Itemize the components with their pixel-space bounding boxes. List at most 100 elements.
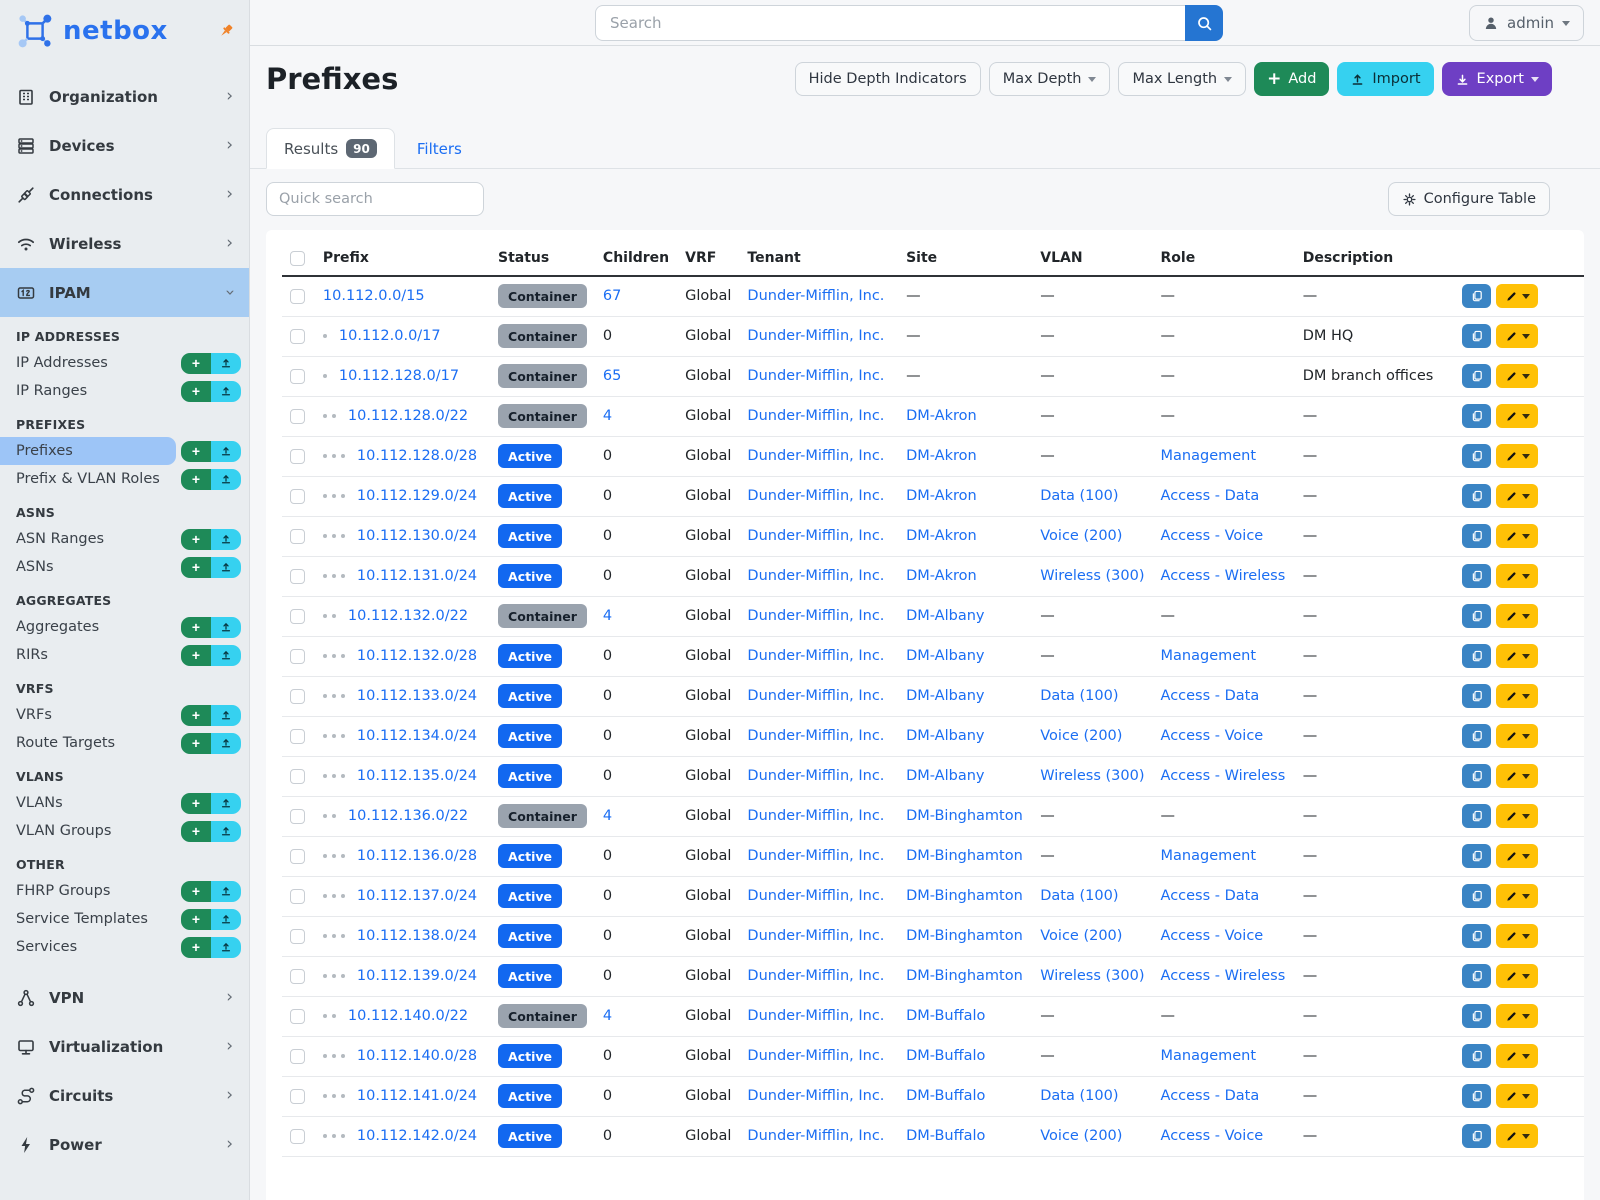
sidebar-item-devices[interactable]: Devices › [0, 121, 249, 170]
select-all-checkbox[interactable] [290, 250, 305, 266]
role-link[interactable]: Access - Voice [1160, 928, 1264, 944]
tenant-link[interactable]: Dunder-Mifflin, Inc. [747, 528, 885, 544]
prefix-link[interactable]: 10.112.135.0/24 [356, 768, 478, 784]
tab-filters[interactable]: Filters [416, 140, 462, 158]
children-link[interactable]: 4 [602, 408, 613, 424]
sidebar-link-asn-ranges[interactable]: ASN Ranges [16, 531, 105, 547]
edit-button[interactable] [1496, 844, 1538, 868]
clone-button[interactable] [1462, 364, 1491, 388]
row-checkbox[interactable] [290, 288, 305, 304]
row-checkbox[interactable] [290, 528, 305, 544]
max-length-dropdown[interactable]: Max Length [1118, 62, 1247, 96]
prefix-link[interactable]: 10.112.130.0/24 [356, 528, 478, 544]
import-button[interactable]: Import [1337, 62, 1434, 96]
clone-button[interactable] [1462, 844, 1491, 868]
vlan-link[interactable]: Data (100) [1040, 488, 1119, 504]
row-checkbox[interactable] [290, 328, 305, 344]
role-link[interactable]: Management [1160, 448, 1257, 464]
vlan-link[interactable]: Voice (200) [1040, 1128, 1123, 1144]
site-link[interactable]: DM-Akron [906, 408, 977, 424]
tenant-link[interactable]: Dunder-Mifflin, Inc. [747, 408, 885, 424]
prefix-link[interactable]: 10.112.142.0/24 [356, 1128, 478, 1144]
site-link[interactable]: DM-Binghamton [906, 968, 1023, 984]
clone-button[interactable] [1462, 564, 1491, 588]
clone-button[interactable] [1462, 604, 1491, 628]
add-button[interactable]: + [181, 792, 211, 814]
sidebar-item-vpn[interactable]: VPN › [0, 973, 249, 1022]
import-button[interactable] [211, 528, 241, 550]
role-link[interactable]: Management [1160, 648, 1257, 664]
tenant-link[interactable]: Dunder-Mifflin, Inc. [747, 1128, 885, 1144]
clone-button[interactable] [1462, 404, 1491, 428]
import-button[interactable] [211, 732, 241, 754]
clone-button[interactable] [1462, 764, 1491, 788]
add-button[interactable]: + [181, 352, 211, 374]
sidebar-item-connections[interactable]: Connections › [0, 170, 249, 219]
add-button[interactable]: + [181, 820, 211, 842]
tenant-link[interactable]: Dunder-Mifflin, Inc. [747, 808, 885, 824]
configure-table-button[interactable]: Configure Table [1387, 182, 1550, 216]
row-checkbox[interactable] [290, 808, 305, 824]
site-link[interactable]: DM-Buffalo [906, 1128, 986, 1144]
import-button[interactable] [211, 644, 241, 666]
prefix-link[interactable]: 10.112.133.0/24 [356, 688, 478, 704]
site-link[interactable]: DM-Binghamton [906, 928, 1023, 944]
pin-icon[interactable] [217, 22, 235, 40]
children-link[interactable]: 67 [602, 288, 622, 305]
sidebar-link-service-templates[interactable]: Service Templates [16, 911, 148, 927]
site-link[interactable]: DM-Akron [906, 568, 977, 584]
edit-button[interactable] [1496, 1084, 1538, 1108]
row-checkbox[interactable] [290, 488, 305, 504]
clone-button[interactable] [1462, 644, 1491, 668]
sidebar-item-ipam[interactable]: IPAM › [0, 268, 249, 317]
edit-button[interactable] [1496, 884, 1538, 908]
role-link[interactable]: Access - Voice [1160, 528, 1264, 544]
add-button[interactable]: + [181, 616, 211, 638]
tenant-link[interactable]: Dunder-Mifflin, Inc. [747, 728, 885, 744]
import-button[interactable] [211, 792, 241, 814]
tenant-link[interactable]: Dunder-Mifflin, Inc. [747, 888, 885, 904]
row-checkbox[interactable] [290, 1048, 305, 1064]
edit-button[interactable] [1496, 524, 1538, 548]
import-button[interactable] [211, 880, 241, 902]
role-link[interactable]: Access - Wireless [1160, 968, 1286, 984]
row-checkbox[interactable] [290, 648, 305, 664]
site-link[interactable]: DM-Buffalo [906, 1088, 986, 1104]
vlan-link[interactable]: Data (100) [1040, 888, 1119, 904]
site-link[interactable]: DM-Albany [906, 768, 985, 784]
import-button[interactable] [211, 352, 241, 374]
site-link[interactable]: DM-Akron [906, 448, 977, 464]
tenant-link[interactable]: Dunder-Mifflin, Inc. [747, 648, 885, 664]
site-link[interactable]: DM-Akron [906, 488, 977, 504]
tenant-link[interactable]: Dunder-Mifflin, Inc. [747, 768, 885, 784]
vlan-link[interactable]: Voice (200) [1040, 928, 1123, 944]
prefix-link[interactable]: 10.112.131.0/24 [356, 568, 478, 584]
sidebar-item-organization[interactable]: Organization › [0, 72, 249, 121]
tenant-link[interactable]: Dunder-Mifflin, Inc. [747, 1008, 885, 1024]
prefix-link[interactable]: 10.112.129.0/24 [356, 488, 478, 504]
tenant-link[interactable]: Dunder-Mifflin, Inc. [747, 328, 885, 344]
prefix-link[interactable]: 10.112.128.0/28 [356, 448, 478, 464]
sidebar-link-vlans[interactable]: VLANs [16, 795, 63, 811]
sidebar-item-circuits[interactable]: Circuits › [0, 1071, 249, 1120]
edit-button[interactable] [1496, 684, 1538, 708]
hide-depth-indicators-button[interactable]: Hide Depth Indicators [794, 62, 981, 96]
prefix-link[interactable]: 10.112.134.0/24 [356, 728, 478, 744]
row-checkbox[interactable] [290, 1088, 305, 1104]
vlan-link[interactable]: Data (100) [1040, 688, 1119, 704]
site-link[interactable]: DM-Albany [906, 728, 985, 744]
sidebar-link-fhrp-groups[interactable]: FHRP Groups [16, 883, 111, 899]
site-link[interactable]: DM-Albany [906, 648, 985, 664]
add-button[interactable]: + [181, 704, 211, 726]
sidebar-link-vrfs[interactable]: VRFs [16, 707, 52, 723]
clone-button[interactable] [1462, 964, 1491, 988]
site-link[interactable]: DM-Albany [906, 608, 985, 624]
children-link[interactable]: 4 [602, 808, 613, 824]
edit-button[interactable] [1496, 1124, 1538, 1148]
row-checkbox[interactable] [290, 368, 305, 384]
clone-button[interactable] [1462, 444, 1491, 468]
prefix-link[interactable]: 10.112.139.0/24 [356, 968, 478, 984]
clone-button[interactable] [1462, 684, 1491, 708]
tenant-link[interactable]: Dunder-Mifflin, Inc. [747, 288, 885, 305]
prefix-link[interactable]: 10.112.138.0/24 [356, 928, 478, 944]
